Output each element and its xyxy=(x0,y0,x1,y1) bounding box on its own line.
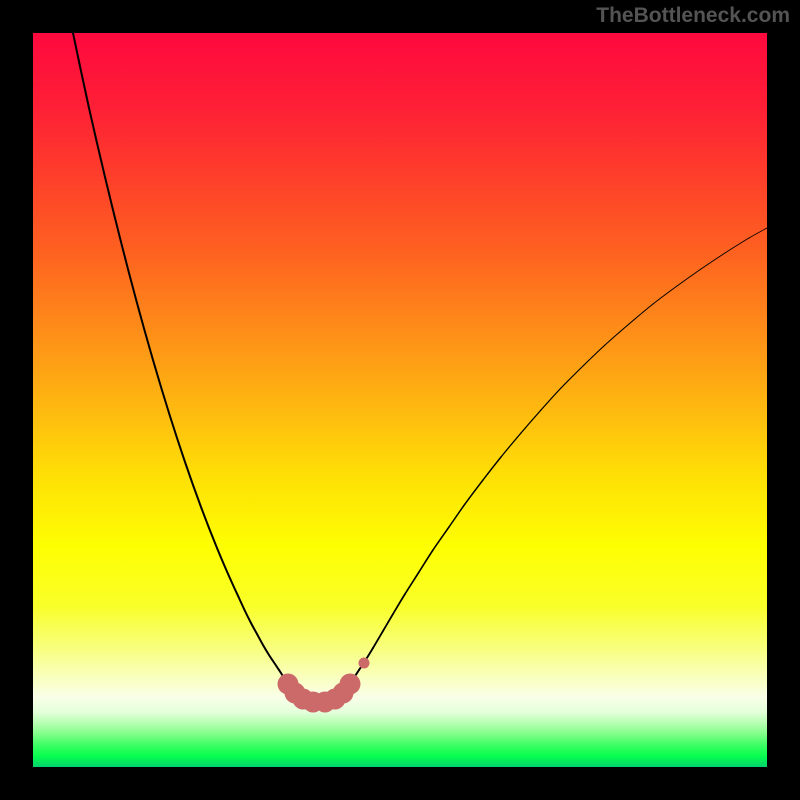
data-marker xyxy=(340,674,361,695)
watermark-text: TheBottleneck.com xyxy=(596,4,790,28)
gradient-background xyxy=(33,33,767,767)
chart-svg xyxy=(33,33,767,767)
data-marker xyxy=(359,658,370,669)
plot-area xyxy=(33,33,767,767)
chart-outer-frame: TheBottleneck.com xyxy=(0,0,800,800)
